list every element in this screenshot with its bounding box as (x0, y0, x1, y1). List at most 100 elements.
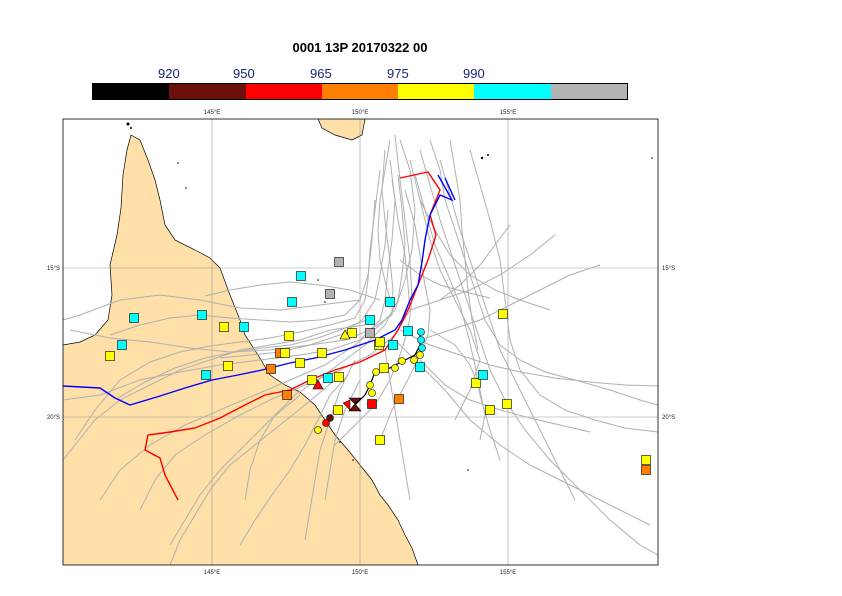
colorbar-segment-darkred (169, 84, 246, 99)
pressure-marker-circle (322, 419, 330, 427)
pressure-marker-square (105, 351, 115, 361)
pressure-marker-circle (398, 357, 406, 365)
cyclone-position-marker-left (342, 399, 351, 411)
colorbar-segment-grey (550, 84, 627, 99)
graticule (63, 119, 658, 565)
pressure-marker-square (334, 372, 344, 382)
pressure-marker-circle (366, 381, 374, 389)
pressure-marker-square (117, 340, 127, 350)
map-frame (62, 118, 659, 566)
ensemble-track (439, 159, 576, 501)
cape-york-tip (318, 119, 365, 140)
ensemble-track (439, 224, 511, 301)
pressure-marker-square (197, 310, 207, 320)
pressure-marker-square (280, 348, 290, 358)
pressure-marker-circle (372, 368, 380, 376)
pressure-marker-square (219, 322, 229, 332)
ensemble-track (419, 359, 591, 433)
pressure-marker-square (365, 315, 375, 325)
pressure-marker-square (379, 363, 389, 373)
pressure-marker-triangle (312, 379, 324, 390)
pressure-marker-square (385, 297, 395, 307)
colorbar-label-965: 965 (310, 66, 332, 81)
ensemble-track (117, 317, 373, 399)
ensemble-track (377, 139, 393, 306)
ensemble-track (169, 379, 336, 565)
pressure-marker-square (282, 390, 292, 400)
pressure-marker-square (375, 435, 385, 445)
ensemble-track (419, 264, 601, 341)
pressure-marker-circle (391, 364, 399, 372)
pressure-marker-square (367, 399, 377, 409)
ensemble-track (429, 329, 486, 441)
pressure-marker-square (485, 405, 495, 415)
pressure-marker-square (403, 326, 413, 336)
ensemble-track (69, 149, 394, 353)
ensemble-track (409, 234, 556, 311)
ensemble-track (399, 259, 491, 299)
ensemble-track (109, 199, 376, 336)
chart-title: 0001 13P 20170322 00 (292, 40, 428, 55)
pressure-marker-square (266, 364, 276, 374)
pressure-marker-square (284, 331, 294, 341)
lat-label-left-20: 20°S (47, 415, 60, 421)
lat-label-right-20: 20°S (662, 415, 675, 421)
pressure-marker-triangle (339, 329, 351, 340)
pressure-colorbar (92, 83, 628, 100)
pressure-marker-square (347, 328, 357, 338)
ensemble-track (204, 281, 381, 301)
forecast-markers (105, 257, 651, 475)
colorbar-segment-orange (321, 84, 399, 99)
pressure-marker-square (394, 394, 404, 404)
observed-track (144, 171, 441, 501)
lon-label-bottom-150: 150°E (352, 570, 368, 576)
pressure-marker-square (375, 337, 385, 347)
ensemble-track (244, 174, 406, 501)
ensemble-track (399, 329, 658, 387)
ensemble-track (239, 374, 349, 546)
pressure-marker-circle (418, 344, 426, 352)
pressure-marker-square (201, 370, 211, 380)
pressure-marker-circle (326, 414, 334, 422)
ensemble-track (469, 149, 658, 433)
ensemble-track (394, 339, 651, 526)
pressure-marker-square (641, 465, 651, 475)
pressure-marker-square (323, 373, 333, 383)
lon-label-top-150: 150°E (352, 110, 368, 116)
pressure-marker-square (296, 271, 306, 281)
pressure-marker-circle (417, 328, 425, 336)
ensemble-track (63, 294, 361, 321)
small-islands (126, 122, 653, 471)
lon-label-top-155: 155°E (500, 110, 516, 116)
pressure-marker-square (307, 375, 317, 385)
ensemble-track (169, 394, 301, 546)
pressure-marker-square (502, 399, 512, 409)
lat-label-left-15: 15°S (47, 266, 60, 272)
ensemble-track (99, 139, 416, 501)
pressure-marker-square (471, 378, 481, 388)
pressure-marker-square (287, 297, 297, 307)
pressure-marker-square (317, 348, 327, 358)
colorbar-label-990: 990 (463, 66, 485, 81)
colorbar-label-950: 950 (233, 66, 255, 81)
pressure-marker-square (334, 257, 344, 267)
pressure-marker-square (239, 322, 249, 332)
ensemble-track (419, 149, 658, 556)
pressure-marker-circle (314, 426, 322, 434)
pressure-marker-circle (368, 389, 376, 397)
pressure-marker-square (295, 358, 305, 368)
forecast-track-tail (444, 177, 456, 201)
colorbar-label-975: 975 (387, 66, 409, 81)
cyclone-position-marker (348, 397, 362, 412)
lon-label-bottom-145: 145°E (204, 570, 220, 576)
ensemble-track (63, 324, 366, 461)
lat-label-right-15: 15°S (662, 266, 675, 272)
pressure-marker-circle (410, 356, 418, 364)
colorbar-segment-cyan (474, 84, 551, 99)
colorbar-segment-red (245, 84, 322, 99)
pressure-marker-circle (417, 336, 425, 344)
pressure-marker-square (333, 405, 343, 415)
pressure-marker-square (325, 289, 335, 299)
lon-label-bottom-155: 155°E (500, 570, 516, 576)
